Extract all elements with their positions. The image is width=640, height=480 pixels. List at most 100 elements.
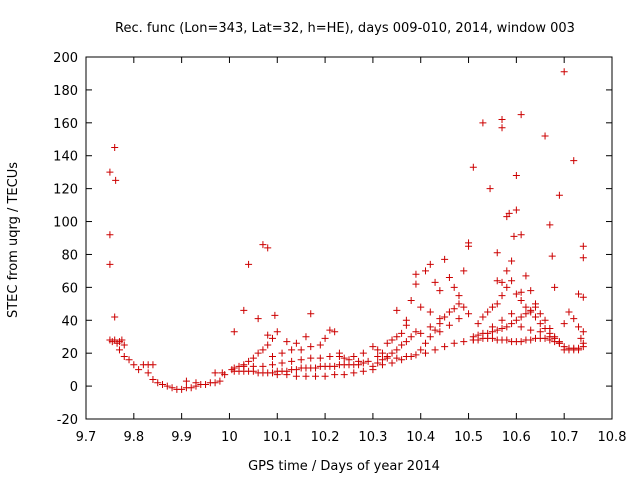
y-tick-label: 60	[61, 281, 78, 296]
data-point	[297, 356, 305, 364]
data-point	[268, 352, 276, 360]
data-point	[388, 359, 396, 367]
data-point	[268, 369, 276, 377]
data-point	[541, 132, 549, 140]
data-point	[393, 346, 401, 354]
data-point	[112, 176, 120, 184]
data-point	[378, 349, 386, 357]
data-point	[522, 303, 530, 311]
data-point	[240, 362, 248, 370]
data-point	[273, 371, 281, 379]
data-point	[551, 334, 559, 342]
data-point	[149, 361, 157, 369]
data-point	[417, 303, 425, 311]
x-tick-label: 10.2	[311, 430, 340, 445]
data-point	[245, 260, 253, 268]
data-point	[527, 326, 535, 334]
data-point	[159, 380, 167, 388]
x-tick-label: 9.7	[76, 430, 97, 445]
y-tick-label: -20	[57, 413, 78, 428]
data-point	[450, 283, 458, 291]
data-point	[417, 329, 425, 337]
data-point	[369, 362, 377, 370]
x-tick-label: 10.8	[598, 430, 627, 445]
data-point	[512, 171, 520, 179]
data-point	[182, 377, 190, 385]
data-point	[560, 320, 568, 328]
data-point	[378, 361, 386, 369]
data-point	[340, 354, 348, 362]
data-point	[465, 310, 473, 318]
data-point	[445, 273, 453, 281]
data-point	[579, 339, 587, 347]
data-point	[488, 323, 496, 331]
data-point	[364, 357, 372, 365]
data-point	[120, 352, 128, 360]
data-point	[144, 369, 152, 377]
data-point	[465, 242, 473, 250]
data-point	[546, 221, 554, 229]
data-point	[383, 339, 391, 347]
data-point	[531, 303, 539, 311]
data-point	[135, 366, 143, 374]
data-point	[508, 257, 516, 265]
data-point	[441, 313, 449, 321]
data-point	[422, 349, 430, 357]
data-point	[216, 377, 224, 385]
data-point	[326, 352, 334, 360]
data-point	[498, 325, 506, 332]
data-point	[297, 346, 305, 354]
data-point	[541, 316, 549, 324]
data-point	[505, 209, 513, 217]
data-point	[498, 278, 506, 286]
data-point	[115, 346, 123, 354]
data-point	[441, 343, 449, 351]
data-point	[268, 361, 276, 369]
data-point	[355, 357, 363, 365]
data-point	[292, 339, 300, 347]
data-point	[498, 116, 506, 124]
data-point	[402, 338, 410, 346]
data-point	[264, 341, 272, 349]
y-tick-label: 120	[53, 183, 78, 198]
data-point	[178, 385, 186, 393]
data-point	[488, 334, 496, 342]
data-point	[273, 328, 281, 336]
x-tick-label: 10.3	[358, 430, 387, 445]
data-point	[302, 372, 310, 380]
data-point	[455, 315, 463, 323]
data-point	[154, 379, 162, 387]
data-point	[221, 371, 229, 379]
data-point	[125, 356, 133, 364]
data-point	[460, 303, 468, 311]
data-point	[422, 339, 430, 347]
data-point	[407, 333, 415, 341]
data-point	[517, 323, 525, 331]
data-point	[460, 338, 468, 346]
data-point	[517, 288, 525, 296]
x-tick-label: 10.4	[406, 430, 435, 445]
data-point	[436, 328, 444, 336]
data-point	[335, 349, 343, 357]
data-point	[455, 292, 463, 300]
x-tick-label: 10.7	[550, 430, 579, 445]
data-point	[493, 300, 501, 308]
data-point	[431, 278, 439, 286]
data-point	[536, 328, 544, 336]
data-point	[579, 242, 587, 250]
data-point	[259, 241, 267, 249]
data-point	[393, 306, 401, 314]
data-point	[426, 260, 434, 268]
data-point	[486, 185, 494, 193]
data-point	[503, 323, 511, 331]
data-point	[541, 325, 549, 332]
data-point	[445, 321, 453, 329]
data-point	[388, 349, 396, 357]
data-point	[312, 364, 320, 372]
data-point	[374, 346, 382, 354]
data-point	[359, 349, 367, 357]
data-point	[512, 290, 520, 298]
data-point	[106, 231, 114, 239]
data-point	[536, 320, 544, 328]
data-point	[522, 310, 530, 318]
